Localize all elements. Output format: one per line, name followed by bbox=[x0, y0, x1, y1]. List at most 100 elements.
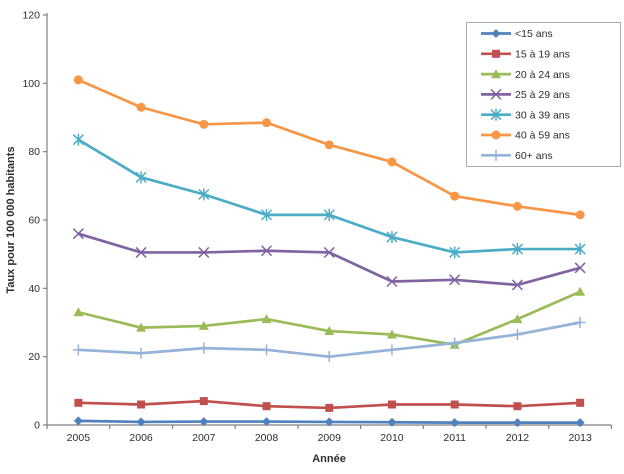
series-marker-x bbox=[72, 228, 84, 240]
series-marker-circle bbox=[136, 102, 146, 112]
series-marker-plus bbox=[386, 344, 398, 356]
series-marker-x bbox=[260, 245, 273, 257]
series-marker-circle bbox=[512, 201, 522, 211]
series-marker-triangle bbox=[324, 326, 335, 336]
series-marker-square bbox=[199, 397, 208, 406]
series-marker-circle bbox=[262, 118, 272, 128]
series-marker-x bbox=[490, 88, 502, 100]
y-tick-label: 0 bbox=[34, 420, 40, 432]
series-marker-plus bbox=[449, 337, 461, 349]
series-marker-x bbox=[511, 279, 523, 291]
series-marker-diamond bbox=[136, 417, 146, 427]
legend-item: <15 ans bbox=[481, 28, 553, 40]
series-marker-circle bbox=[324, 140, 334, 150]
y-tick-label: 20 bbox=[28, 351, 40, 363]
series-25-29-ans bbox=[72, 228, 586, 291]
series-marker-diamond bbox=[199, 417, 209, 427]
series-marker-diamond bbox=[73, 416, 83, 426]
series-marker-x bbox=[574, 262, 586, 274]
series-marker-diamond bbox=[575, 418, 585, 428]
series-marker-diamond bbox=[387, 417, 397, 427]
legend-item: 30 à 39 ans bbox=[481, 108, 570, 121]
legend-item: 15 à 19 ans bbox=[481, 49, 570, 61]
y-tick-label: 100 bbox=[22, 78, 40, 90]
y-tick-label: 40 bbox=[28, 283, 40, 295]
series-15-19-ans bbox=[74, 397, 585, 412]
series-marker-plus bbox=[490, 149, 502, 161]
legend-label: 15 à 19 ans bbox=[515, 49, 570, 61]
series-marker-circle bbox=[199, 119, 209, 129]
x-axis-title: Année bbox=[312, 453, 346, 465]
series-marker-triangle bbox=[198, 320, 209, 330]
legend-item: 20 à 24 ans bbox=[481, 69, 570, 81]
series-marker-x bbox=[198, 246, 210, 258]
series-marker-diamond bbox=[262, 417, 272, 427]
legend-label: 25 à 29 ans bbox=[515, 89, 570, 101]
series-marker-x bbox=[323, 246, 335, 258]
series-marker-triangle bbox=[73, 307, 84, 317]
x-tick-label: 2007 bbox=[192, 432, 216, 444]
series-30-39-ans bbox=[72, 133, 586, 259]
series-marker-triangle bbox=[491, 69, 501, 79]
series-marker-triangle bbox=[386, 329, 397, 339]
series-marker-square bbox=[137, 400, 146, 409]
series-marker-x bbox=[449, 274, 461, 286]
legend-label: 40 à 59 ans bbox=[515, 130, 570, 142]
y-axis-title: Taux pour 100 000 habitants bbox=[5, 146, 17, 293]
series--15-ans bbox=[73, 416, 585, 428]
series-marker-diamond bbox=[450, 418, 460, 428]
series-marker-plus bbox=[323, 351, 335, 363]
series-marker-diamond bbox=[512, 418, 522, 428]
series-marker-circle bbox=[575, 210, 585, 220]
series-marker-square bbox=[262, 402, 271, 411]
series-20-24-ans bbox=[73, 286, 586, 349]
series-marker-square bbox=[492, 49, 500, 58]
y-tick-label: 60 bbox=[28, 215, 40, 227]
series-marker-square bbox=[74, 398, 83, 407]
series-marker-square bbox=[513, 402, 522, 411]
series-marker-plus bbox=[72, 344, 84, 356]
legend-label: <15 ans bbox=[515, 28, 553, 40]
series-marker-triangle bbox=[261, 314, 272, 324]
series-marker-plus bbox=[261, 344, 273, 356]
series-marker-square bbox=[450, 400, 459, 409]
series-marker-square bbox=[325, 403, 334, 412]
series-40-59-ans bbox=[73, 75, 585, 220]
series-60-ans bbox=[72, 317, 586, 363]
x-tick-label: 2005 bbox=[67, 432, 91, 444]
series-marker-circle bbox=[491, 130, 501, 140]
series-marker-plus bbox=[574, 317, 586, 328]
series-marker-circle bbox=[387, 157, 397, 167]
series-marker-triangle bbox=[575, 286, 586, 296]
legend-item: 25 à 29 ans bbox=[481, 88, 570, 101]
series-marker-circle bbox=[450, 191, 460, 201]
y-tick-label: 80 bbox=[28, 146, 40, 158]
series-marker-x bbox=[386, 275, 398, 288]
y-tick-label: 120 bbox=[22, 10, 40, 22]
series-marker-circle bbox=[73, 75, 83, 85]
series-marker-triangle bbox=[512, 314, 523, 324]
series-line bbox=[77, 232, 581, 287]
series-marker-plus bbox=[198, 342, 210, 354]
series-marker-square bbox=[387, 400, 396, 409]
series-marker-diamond bbox=[324, 417, 334, 427]
legend-label: 20 à 24 ans bbox=[515, 69, 570, 81]
legend-label: 30 à 39 ans bbox=[515, 109, 570, 121]
series-marker-diamond bbox=[491, 29, 501, 38]
series-marker-plus bbox=[135, 347, 147, 359]
x-tick-label: 2011 bbox=[443, 432, 466, 444]
series-marker-plus bbox=[511, 328, 523, 340]
legend-label: 60+ ans bbox=[515, 150, 553, 162]
x-tick-label: 2013 bbox=[568, 432, 592, 444]
x-tick-label: 2006 bbox=[129, 432, 153, 444]
series-marker-square bbox=[576, 398, 585, 407]
series-marker-triangle bbox=[136, 322, 147, 332]
x-tick-label: 2008 bbox=[255, 432, 279, 444]
x-tick-label: 2009 bbox=[318, 432, 342, 444]
legend: <15 ans 15 à 19 ans 20 à 24 ans 25 à 29 ans… bbox=[466, 22, 621, 167]
x-tick-label: 2010 bbox=[380, 432, 404, 444]
legend-item: 40 à 59 ans bbox=[481, 130, 570, 142]
x-tick-label: 2012 bbox=[506, 432, 530, 444]
